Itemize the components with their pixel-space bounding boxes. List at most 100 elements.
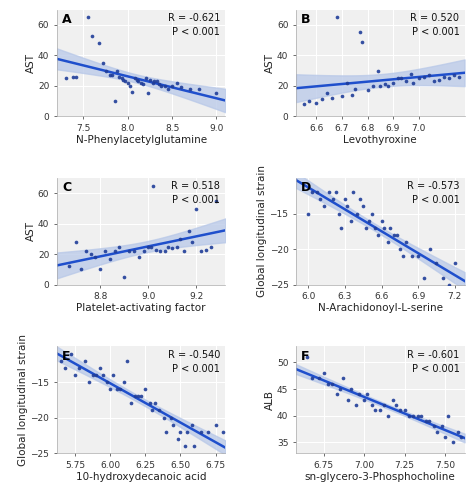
Point bbox=[372, 224, 379, 232]
Y-axis label: ALB: ALB bbox=[265, 390, 275, 410]
Point bbox=[348, 91, 356, 99]
Point bbox=[374, 231, 382, 239]
Point bbox=[372, 407, 379, 415]
Point bbox=[212, 421, 219, 428]
Point bbox=[364, 86, 371, 94]
Point bbox=[164, 85, 172, 93]
Point bbox=[219, 428, 226, 436]
Point bbox=[427, 245, 434, 253]
Point bbox=[338, 93, 346, 100]
Point bbox=[351, 85, 358, 93]
Point bbox=[177, 428, 184, 436]
Point bbox=[329, 196, 337, 203]
Point bbox=[120, 378, 128, 386]
Point bbox=[174, 435, 182, 443]
Point bbox=[328, 94, 336, 102]
Point bbox=[198, 428, 205, 436]
Point bbox=[191, 442, 198, 450]
Point bbox=[155, 80, 163, 88]
Point bbox=[359, 202, 367, 210]
Text: R = -0.601
P < 0.001: R = -0.601 P < 0.001 bbox=[407, 349, 459, 374]
Point bbox=[198, 247, 205, 255]
Text: D: D bbox=[301, 181, 311, 194]
Point bbox=[451, 259, 458, 267]
Point bbox=[186, 85, 194, 93]
Point bbox=[425, 417, 433, 425]
Point bbox=[384, 412, 392, 420]
Point bbox=[151, 400, 159, 407]
Text: A: A bbox=[62, 13, 72, 26]
Point bbox=[111, 97, 118, 105]
Point bbox=[401, 407, 409, 415]
Point bbox=[65, 263, 73, 270]
Point bbox=[126, 82, 133, 90]
Point bbox=[360, 396, 368, 403]
X-axis label: N-Phenylacetylglutamine: N-Phenylacetylglutamine bbox=[75, 135, 207, 145]
Point bbox=[75, 364, 83, 372]
Point bbox=[161, 247, 169, 255]
Point bbox=[173, 79, 181, 87]
Point bbox=[145, 243, 152, 251]
Point bbox=[457, 433, 465, 441]
Point bbox=[393, 231, 401, 239]
Point bbox=[374, 67, 382, 74]
Point bbox=[57, 357, 65, 364]
Point bbox=[397, 74, 404, 82]
Point bbox=[337, 224, 345, 232]
X-axis label: N-Arachidonoyl-L-serine: N-Arachidonoyl-L-serine bbox=[318, 303, 443, 313]
Point bbox=[89, 32, 96, 40]
Point bbox=[158, 82, 165, 90]
Point bbox=[417, 412, 425, 420]
Point bbox=[81, 357, 89, 364]
Point bbox=[156, 247, 164, 255]
Point bbox=[128, 400, 135, 407]
Point bbox=[152, 246, 159, 254]
Point bbox=[135, 392, 142, 400]
Point bbox=[445, 281, 453, 289]
Point bbox=[69, 73, 77, 80]
Point bbox=[344, 202, 351, 210]
Point bbox=[142, 74, 149, 82]
Point bbox=[149, 182, 157, 189]
Text: E: E bbox=[62, 349, 71, 362]
Point bbox=[454, 428, 462, 436]
Y-axis label: AST: AST bbox=[26, 53, 36, 73]
Point bbox=[131, 74, 139, 82]
Point bbox=[359, 38, 366, 45]
Text: R = -0.621
P < 0.001: R = -0.621 P < 0.001 bbox=[168, 13, 220, 37]
Y-axis label: AST: AST bbox=[265, 53, 275, 73]
Point bbox=[85, 378, 93, 386]
Point bbox=[120, 273, 128, 281]
Point bbox=[430, 423, 438, 430]
Point bbox=[320, 369, 328, 377]
Point bbox=[410, 79, 417, 87]
Point bbox=[343, 79, 351, 87]
Point bbox=[109, 371, 117, 379]
Point bbox=[160, 414, 167, 421]
Point bbox=[438, 423, 446, 430]
Point bbox=[147, 243, 155, 251]
Point bbox=[386, 224, 394, 232]
Point bbox=[392, 401, 400, 409]
Point bbox=[433, 259, 440, 267]
Point bbox=[137, 79, 145, 87]
Point bbox=[333, 390, 340, 398]
Point bbox=[164, 243, 172, 251]
Point bbox=[325, 380, 332, 388]
Point bbox=[163, 428, 170, 436]
Point bbox=[167, 414, 174, 421]
Point bbox=[135, 254, 143, 261]
Point bbox=[445, 412, 452, 420]
Point bbox=[422, 417, 429, 425]
Point bbox=[353, 210, 361, 217]
Point bbox=[212, 197, 219, 205]
Point bbox=[380, 224, 388, 232]
Point bbox=[378, 217, 385, 225]
Point bbox=[320, 202, 328, 210]
Point bbox=[108, 71, 116, 79]
Point bbox=[140, 247, 147, 255]
Point bbox=[396, 245, 404, 253]
Point bbox=[315, 375, 322, 382]
Point bbox=[300, 100, 308, 108]
Point bbox=[402, 77, 410, 85]
